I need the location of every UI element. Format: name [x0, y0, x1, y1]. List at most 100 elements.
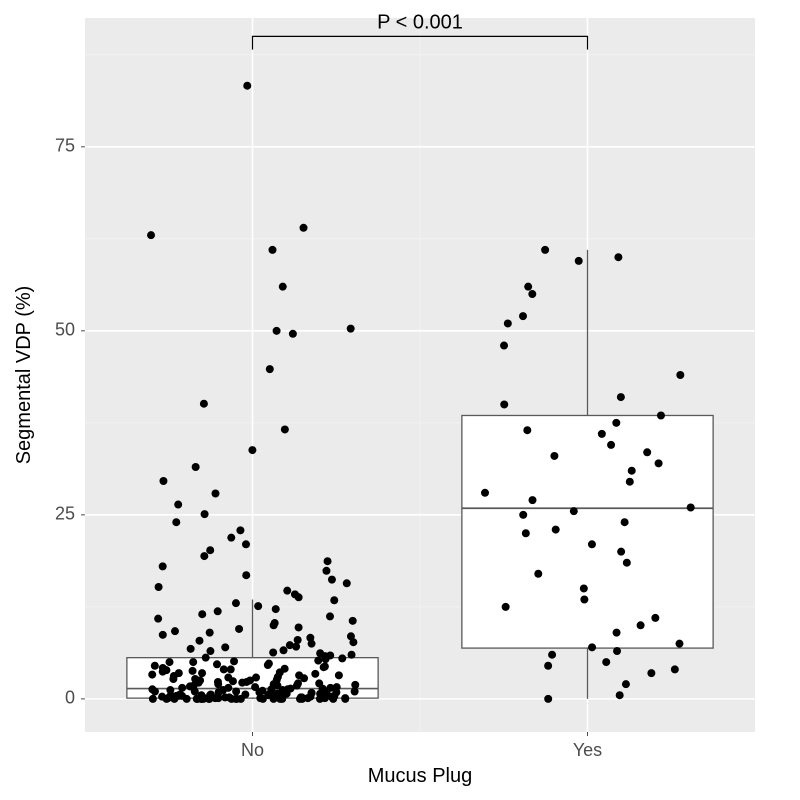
- data-point: [283, 587, 291, 595]
- data-point: [348, 651, 356, 659]
- data-point: [174, 501, 182, 509]
- data-point: [481, 489, 489, 497]
- data-point: [159, 664, 167, 672]
- data-point: [347, 632, 355, 640]
- data-point: [575, 257, 583, 265]
- data-point: [198, 669, 206, 677]
- data-point: [598, 430, 606, 438]
- data-point: [159, 477, 167, 485]
- data-point: [271, 619, 279, 627]
- data-point: [647, 669, 655, 677]
- data-point: [269, 649, 277, 657]
- data-point: [206, 546, 214, 554]
- data-point: [308, 689, 316, 697]
- data-point: [281, 665, 289, 673]
- data-point: [242, 571, 250, 579]
- data-point: [241, 690, 249, 698]
- data-point: [232, 688, 240, 696]
- data-point: [351, 681, 359, 689]
- data-point: [541, 246, 549, 254]
- data-point: [200, 400, 208, 408]
- data-point: [224, 684, 232, 692]
- data-point: [676, 371, 684, 379]
- data-point: [273, 327, 281, 335]
- data-point: [232, 599, 240, 607]
- data-point: [198, 610, 206, 618]
- data-point: [166, 658, 174, 666]
- data-point: [201, 510, 209, 518]
- data-point: [314, 657, 322, 665]
- data-point: [159, 631, 167, 639]
- data-point: [315, 679, 323, 687]
- y-axis-title: Segmental VDP (%): [13, 286, 35, 465]
- data-point: [322, 567, 330, 575]
- x-tick-label: Yes: [573, 740, 602, 760]
- data-point: [614, 253, 622, 261]
- boxplot-chart: 0255075NoYesSegmental VDP (%)Mucus PlugP…: [0, 0, 800, 800]
- data-point: [548, 651, 556, 659]
- data-point: [235, 625, 243, 633]
- data-point: [295, 623, 303, 631]
- data-point: [651, 614, 659, 622]
- data-point: [178, 684, 186, 692]
- data-point: [291, 590, 299, 598]
- data-point: [687, 503, 695, 511]
- data-point: [227, 665, 235, 673]
- data-point: [580, 584, 588, 592]
- data-point: [616, 691, 624, 699]
- p-value-label: P < 0.001: [377, 11, 463, 33]
- data-point: [500, 342, 508, 350]
- data-point: [242, 540, 250, 548]
- data-point: [252, 674, 260, 682]
- data-point: [221, 643, 229, 651]
- data-point: [613, 647, 621, 655]
- data-point: [214, 678, 222, 686]
- data-point: [643, 448, 651, 456]
- data-point: [200, 552, 208, 560]
- data-point: [214, 607, 222, 615]
- data-point: [258, 687, 266, 695]
- data-point: [335, 671, 343, 679]
- data-point: [295, 671, 303, 679]
- data-point: [326, 651, 334, 659]
- data-point: [333, 683, 341, 691]
- data-point: [191, 675, 199, 683]
- data-point: [328, 576, 336, 584]
- data-point: [330, 596, 338, 604]
- data-point: [187, 645, 195, 653]
- data-point: [195, 637, 203, 645]
- data-point: [268, 246, 276, 254]
- data-point: [294, 679, 302, 687]
- data-point: [227, 534, 235, 542]
- data-point: [502, 603, 510, 611]
- data-point: [671, 665, 679, 673]
- data-point: [617, 393, 625, 401]
- data-point: [626, 478, 634, 486]
- data-point: [349, 617, 357, 625]
- data-point: [621, 518, 629, 526]
- data-point: [552, 526, 560, 534]
- data-point: [202, 654, 210, 662]
- data-point: [300, 224, 308, 232]
- data-point: [175, 669, 183, 677]
- data-point: [280, 646, 288, 654]
- data-point: [254, 602, 262, 610]
- data-point: [522, 529, 530, 537]
- data-point: [166, 686, 174, 694]
- data-point: [265, 660, 273, 668]
- data-point: [189, 658, 197, 666]
- data-point: [544, 662, 552, 670]
- data-point: [155, 583, 163, 591]
- data-point: [154, 615, 162, 623]
- data-point: [622, 680, 630, 688]
- data-point: [192, 463, 200, 471]
- data-point: [172, 518, 180, 526]
- data-point: [151, 662, 159, 670]
- data-point: [580, 596, 588, 604]
- data-point: [321, 662, 329, 670]
- data-point: [213, 660, 221, 668]
- data-point: [266, 365, 274, 373]
- data-point: [500, 400, 508, 408]
- data-point: [206, 647, 214, 655]
- data-point: [159, 562, 167, 570]
